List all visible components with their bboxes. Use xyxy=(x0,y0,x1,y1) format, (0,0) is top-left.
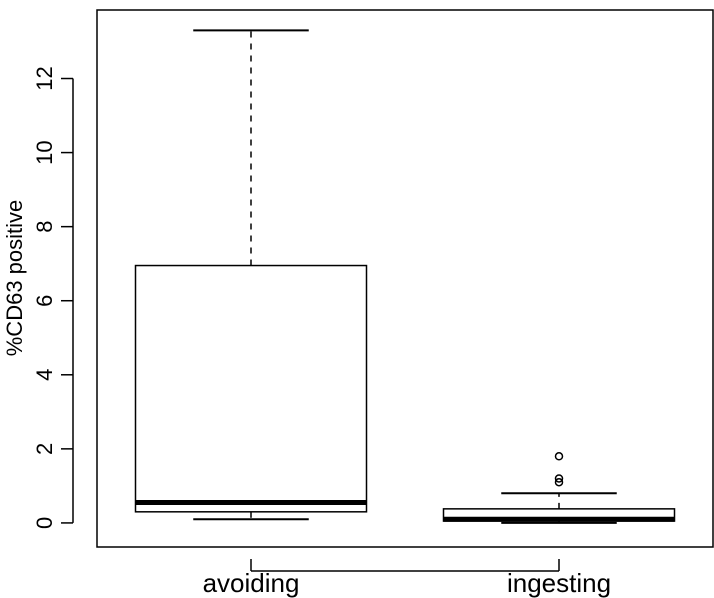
x-tick-label: ingesting xyxy=(507,568,611,598)
y-tick-label: 10 xyxy=(32,140,57,164)
y-tick-label: 6 xyxy=(32,295,57,307)
y-tick-label: 0 xyxy=(32,517,57,529)
outlier-point xyxy=(554,474,564,483)
y-axis: 0 2 4 6 8 10 12 xyxy=(32,66,74,529)
box-avoiding xyxy=(134,29,368,521)
box-ingesting xyxy=(442,452,676,524)
x-axis: avoiding ingesting xyxy=(203,559,611,598)
y-tick-label: 8 xyxy=(32,221,57,233)
y-tick-label: 2 xyxy=(32,443,57,455)
box-series xyxy=(134,29,676,524)
y-tick-label: 12 xyxy=(32,66,57,90)
outlier-point xyxy=(554,477,564,487)
plot-frame xyxy=(96,9,714,548)
y-tick-label: 4 xyxy=(32,369,57,381)
outlier-point xyxy=(554,452,564,461)
y-axis-label: %CD63 positive xyxy=(2,200,27,357)
iqr-box xyxy=(134,264,368,513)
x-tick-label: avoiding xyxy=(203,568,300,598)
